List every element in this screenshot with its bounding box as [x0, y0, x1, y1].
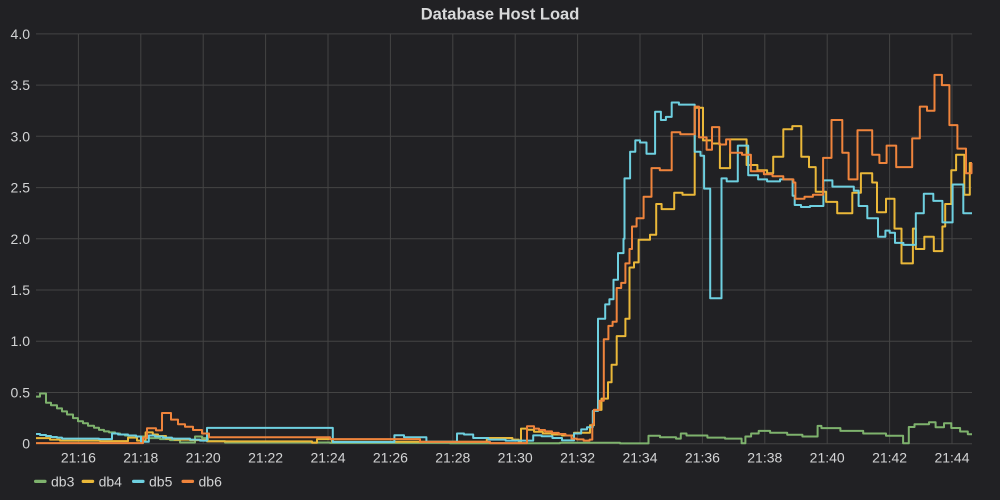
svg-text:1.0: 1.0 [11, 333, 31, 349]
svg-text:21:26: 21:26 [373, 449, 408, 465]
svg-text:2.5: 2.5 [11, 180, 31, 196]
svg-text:21:28: 21:28 [435, 449, 470, 465]
svg-text:db4: db4 [99, 473, 123, 489]
svg-text:db5: db5 [149, 473, 173, 489]
svg-text:1.5: 1.5 [11, 282, 31, 298]
svg-text:21:24: 21:24 [310, 449, 345, 465]
svg-text:21:18: 21:18 [123, 449, 158, 465]
svg-text:21:42: 21:42 [872, 449, 907, 465]
svg-text:db6: db6 [199, 473, 223, 489]
svg-text:3.5: 3.5 [11, 77, 31, 93]
svg-text:21:38: 21:38 [747, 449, 782, 465]
svg-text:21:32: 21:32 [560, 449, 595, 465]
svg-text:21:20: 21:20 [186, 449, 221, 465]
svg-text:4.0: 4.0 [11, 26, 31, 42]
svg-text:0.5: 0.5 [11, 385, 31, 401]
svg-text:21:40: 21:40 [810, 449, 845, 465]
svg-text:Database Host Load: Database Host Load [421, 6, 580, 24]
svg-text:21:44: 21:44 [934, 449, 969, 465]
svg-text:21:36: 21:36 [685, 449, 720, 465]
svg-text:3.0: 3.0 [11, 128, 31, 144]
svg-text:21:22: 21:22 [248, 449, 283, 465]
svg-text:2.0: 2.0 [11, 231, 31, 247]
svg-text:0: 0 [22, 436, 30, 452]
svg-text:21:16: 21:16 [61, 449, 96, 465]
svg-text:21:34: 21:34 [622, 449, 657, 465]
svg-text:21:30: 21:30 [498, 449, 533, 465]
svg-text:db3: db3 [51, 473, 75, 489]
